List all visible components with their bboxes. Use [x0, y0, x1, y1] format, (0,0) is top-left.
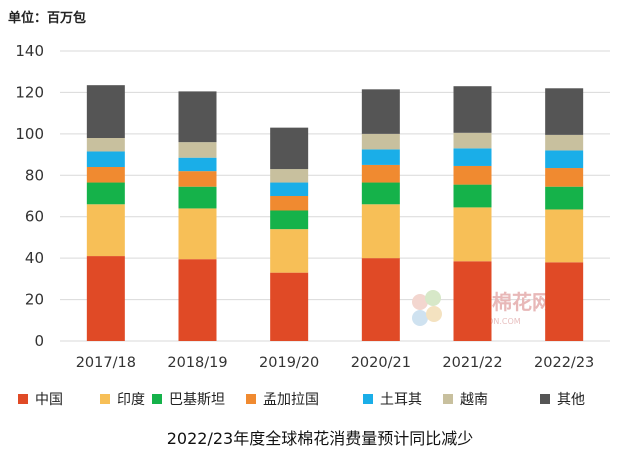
y-tick-label: 40 — [25, 249, 44, 267]
legend: 中国 印度 巴基斯坦 孟加拉国 土耳其 越南 其他 — [18, 391, 585, 408]
bar-segment — [178, 142, 217, 158]
legend-label: 越南 — [460, 392, 488, 408]
bar-segment — [361, 182, 400, 205]
bar-segment — [270, 182, 309, 196]
bar-segment — [86, 167, 125, 183]
bar-segment — [178, 208, 217, 260]
bar-segment — [361, 89, 400, 134]
bar-segment — [545, 209, 584, 263]
y-tick-label: 80 — [25, 166, 44, 184]
bar-segment — [270, 169, 309, 183]
y-tick-label: 140 — [15, 42, 44, 60]
bar-segment — [178, 171, 217, 187]
legend-swatch — [443, 394, 453, 404]
bar-segment — [545, 168, 584, 187]
bar-segment — [270, 210, 309, 230]
bar-segment — [545, 186, 584, 210]
legend-label: 巴基斯坦 — [169, 391, 225, 408]
chart-caption: 2022/23年度全球棉花消费量预计同比减少 — [167, 429, 473, 448]
bar-segment — [86, 138, 125, 152]
x-tick-label: 2020/21 — [351, 355, 411, 371]
bar-segment — [545, 262, 584, 341]
y-tick-label: 0 — [34, 332, 44, 350]
legend-label: 土耳其 — [380, 392, 422, 408]
bar-segment — [361, 149, 400, 165]
bar-segment — [178, 186, 217, 209]
legend-swatch — [100, 394, 110, 404]
bar-segment — [361, 164, 400, 183]
legend-label: 印度 — [117, 392, 145, 408]
y-tick-label: 20 — [25, 291, 44, 309]
bar-segment — [270, 127, 309, 170]
legend-label: 其他 — [557, 392, 585, 408]
bar-segment — [361, 133, 400, 150]
y-tick-label: 120 — [15, 83, 44, 101]
gridlines — [60, 50, 610, 342]
bar-segment — [453, 261, 492, 341]
legend-swatch — [540, 394, 550, 404]
bar-segment — [178, 259, 217, 341]
bar-segment — [453, 207, 492, 262]
bar-segment — [453, 165, 492, 185]
bar-segment — [86, 151, 125, 167]
bar-segment — [86, 204, 125, 257]
bar-segment — [545, 150, 584, 169]
bar-segment — [270, 196, 309, 211]
x-tick-label: 2019/20 — [259, 355, 319, 371]
bar-segment — [453, 86, 492, 133]
bar-segment — [178, 157, 217, 172]
bar-segment — [86, 85, 125, 138]
x-tick-label: 2018/19 — [167, 355, 227, 371]
bars — [86, 85, 584, 341]
legend-swatch — [18, 394, 28, 404]
y-tick-label: 60 — [25, 208, 44, 226]
x-tick-label: 2017/18 — [76, 355, 136, 371]
y-tick-label: 100 — [15, 125, 44, 143]
legend-swatch — [363, 394, 373, 404]
legend-swatch — [152, 394, 162, 404]
bar-segment — [361, 204, 400, 259]
x-tick-label: 2021/22 — [442, 355, 502, 371]
legend-label: 孟加拉国 — [263, 392, 319, 408]
bar-segment — [86, 256, 125, 341]
watermark-logo-icon — [412, 290, 442, 326]
bar-segment — [361, 258, 400, 341]
bar-segment — [545, 134, 584, 151]
bar-segment — [453, 148, 492, 166]
bar-segment — [453, 132, 492, 149]
unit-label: 单位：百万包 — [8, 10, 86, 26]
bar-segment — [270, 272, 309, 341]
bar-segment — [86, 182, 125, 205]
legend-label: 中国 — [35, 392, 63, 408]
bar-segment — [178, 91, 217, 143]
legend-swatch — [246, 394, 256, 404]
x-tick-label: 2022/23 — [534, 355, 594, 371]
bar-segment — [545, 88, 584, 135]
bar-segment — [270, 229, 309, 273]
bar-segment — [453, 184, 492, 208]
x-axis: 2017/18 2018/19 2019/20 2020/21 2021/22 2022/… — [76, 355, 595, 371]
y-axis: 0 20 40 60 80 100 120 140 — [15, 42, 44, 350]
